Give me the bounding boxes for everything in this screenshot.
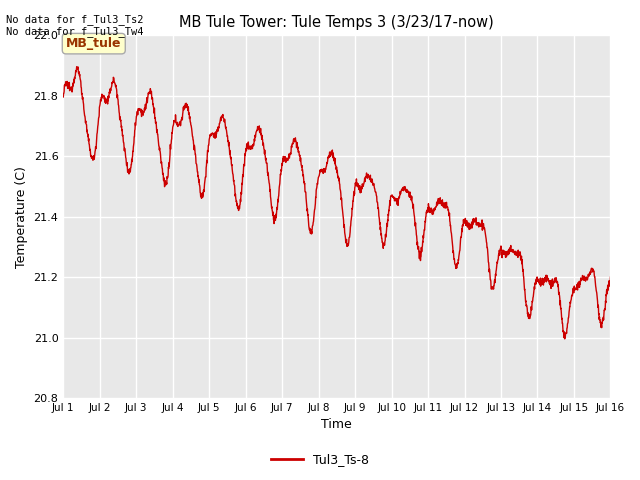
Text: No data for f_Tul3_Ts2: No data for f_Tul3_Ts2 [6,14,144,25]
X-axis label: Time: Time [321,419,352,432]
Legend: Tul3_Ts-8: Tul3_Ts-8 [266,448,374,471]
Title: MB Tule Tower: Tule Temps 3 (3/23/17-now): MB Tule Tower: Tule Temps 3 (3/23/17-now… [179,15,494,30]
Text: MB_tule: MB_tule [66,37,122,50]
Y-axis label: Temperature (C): Temperature (C) [15,166,28,267]
Text: No data for f_Tul3_Tw4: No data for f_Tul3_Tw4 [6,26,144,37]
